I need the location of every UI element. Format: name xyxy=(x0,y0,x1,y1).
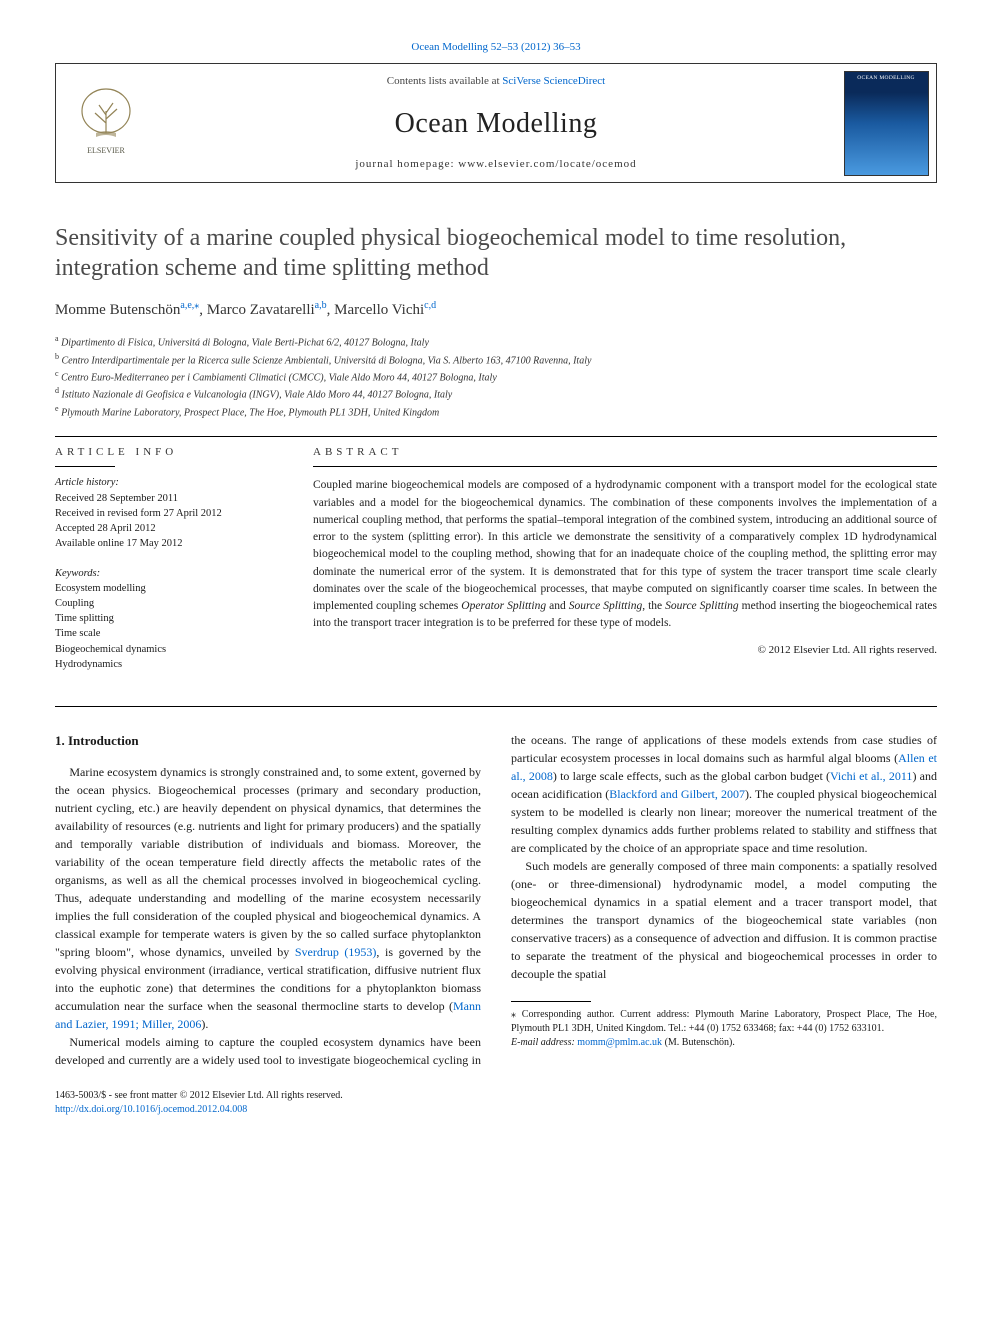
doi-link[interactable]: http://dx.doi.org/10.1016/j.ocemod.2012.… xyxy=(55,1104,247,1115)
citation-line: Ocean Modelling 52–53 (2012) 36–53 xyxy=(55,40,937,55)
abstract-em2: Source Splitting xyxy=(569,600,643,612)
email-label: E-mail address: xyxy=(511,1037,577,1048)
p1d: ). xyxy=(201,1017,208,1031)
email-suffix: (M. Butenschön). xyxy=(662,1037,735,1048)
issn-line: 1463-5003/$ - see front matter © 2012 El… xyxy=(55,1089,937,1103)
footnotes: ⁎ Corresponding author. Current address:… xyxy=(511,1001,937,1050)
history-accepted: Accepted 28 April 2012 xyxy=(55,521,283,536)
ref-vichi-2011[interactable]: Vichi et al., 2011 xyxy=(830,769,912,783)
abstract-label: abstract xyxy=(313,445,937,460)
email-line: E-mail address: momm@pmlm.ac.uk (M. Bute… xyxy=(511,1036,937,1050)
article-history: Article history: Received 28 September 2… xyxy=(55,475,283,551)
history-heading: Article history: xyxy=(55,475,283,490)
footnote-rule xyxy=(511,1001,591,1002)
section-1-heading: 1. Introduction xyxy=(55,731,481,751)
keywords-block: Keywords: Ecosystem modelling Coupling T… xyxy=(55,566,283,673)
keyword-2: Time splitting xyxy=(55,611,283,626)
author-3-aff: c,d xyxy=(424,300,436,311)
affiliation-e: e Plymouth Marine Laboratory, Prospect P… xyxy=(55,403,937,420)
corresponding-author-note: ⁎ Corresponding author. Current address:… xyxy=(511,1008,937,1036)
sciencedirect-link[interactable]: SciVerse ScienceDirect xyxy=(502,75,605,87)
ref-blackford-gilbert-2007[interactable]: Blackford and Gilbert, 2007 xyxy=(609,787,745,801)
keyword-1: Coupling xyxy=(55,596,283,611)
affiliation-c: c Centro Euro-Mediterraneo per i Cambiam… xyxy=(55,368,937,385)
p1a: Marine ecosystem dynamics is strongly co… xyxy=(55,765,481,959)
article-title: Sensitivity of a marine coupled physical… xyxy=(55,223,937,283)
author-sep-1: , xyxy=(199,302,207,318)
rule-below-abstract xyxy=(55,706,937,707)
author-3: Marcello Vichi xyxy=(334,302,424,318)
citation-link[interactable]: Ocean Modelling 52–53 (2012) 36–53 xyxy=(411,41,580,53)
keyword-3: Time scale xyxy=(55,626,283,641)
contents-available-line: Contents lists available at SciVerse Sci… xyxy=(176,74,816,89)
history-received: Received 28 September 2011 xyxy=(55,491,283,506)
abstract-part3: , the xyxy=(642,600,665,612)
history-revised: Received in revised form 27 April 2012 xyxy=(55,506,283,521)
body-p3: Such models are generally composed of th… xyxy=(511,857,937,983)
abstract-part2: and xyxy=(546,600,569,612)
author-2-aff: a,b xyxy=(315,300,327,311)
elsevier-tree-logo: ELSEVIER xyxy=(71,83,141,163)
affiliation-b: b Centro Interdipartimentale per la Rice… xyxy=(55,351,937,368)
journal-cover-thumbnail: OCEAN MODELLING xyxy=(844,71,929,176)
keyword-5: Hydrodynamics xyxy=(55,657,283,672)
abstract-em3: Source Splitting xyxy=(665,600,739,612)
author-2: Marco Zavatarelli xyxy=(207,302,315,318)
header-center: Contents lists available at SciVerse Sci… xyxy=(156,64,836,182)
p2b: ) to large scale effects, such as the gl… xyxy=(553,769,830,783)
author-1: Momme Butenschön xyxy=(55,302,180,318)
affiliation-a: a Dipartimento di Fisica, Universitá di … xyxy=(55,333,937,350)
author-sep-2: , xyxy=(327,302,335,318)
svg-text:ELSEVIER: ELSEVIER xyxy=(87,146,125,155)
page-footer: 1463-5003/$ - see front matter © 2012 El… xyxy=(55,1089,937,1117)
history-online: Available online 17 May 2012 xyxy=(55,536,283,551)
journal-header: ELSEVIER Contents lists available at Sci… xyxy=(55,63,937,183)
abstract-copyright: © 2012 Elsevier Ltd. All rights reserved… xyxy=(313,643,937,658)
homepage-line: journal homepage: www.elsevier.com/locat… xyxy=(176,157,816,172)
journal-name: Ocean Modelling xyxy=(176,104,816,143)
info-abstract-row: article info Article history: Received 2… xyxy=(55,445,937,686)
abstract-rule xyxy=(313,466,937,467)
contents-prefix: Contents lists available at xyxy=(387,75,502,87)
article-info-label: article info xyxy=(55,445,283,460)
homepage-prefix: journal homepage: xyxy=(355,158,458,170)
keyword-0: Ecosystem modelling xyxy=(55,581,283,596)
authors-line: Momme Butenschöna,e,⁎, Marco Zavatarelli… xyxy=(55,299,937,321)
author-email-link[interactable]: momm@pmlm.ac.uk xyxy=(577,1037,662,1048)
article-info-column: article info Article history: Received 2… xyxy=(55,445,283,686)
abstract-text: Coupled marine biogeochemical models are… xyxy=(313,477,937,632)
keywords-heading: Keywords: xyxy=(55,566,283,581)
affiliations: a Dipartimento di Fisica, Universitá di … xyxy=(55,333,937,420)
abstract-part1: Coupled marine biogeochemical models are… xyxy=(313,479,937,612)
abstract-column: abstract Coupled marine biogeochemical m… xyxy=(313,445,937,686)
ref-sverdrup-1953[interactable]: Sverdrup (1953) xyxy=(295,945,377,959)
keyword-4: Biogeochemical dynamics xyxy=(55,642,283,657)
body-two-column: 1. Introduction Marine ecosystem dynamic… xyxy=(55,731,937,1069)
abstract-em1: Operator Splitting xyxy=(461,600,546,612)
cover-thumb-cell: OCEAN MODELLING xyxy=(836,64,936,182)
corr-text: Corresponding author. Current address: P… xyxy=(511,1009,937,1034)
info-rule xyxy=(55,466,115,467)
rule-above-abstract xyxy=(55,436,937,437)
affiliation-d: d Istituto Nazionale di Geofisica e Vulc… xyxy=(55,385,937,402)
homepage-url: www.elsevier.com/locate/ocemod xyxy=(458,158,636,170)
author-1-aff: a,e, xyxy=(180,300,194,311)
publisher-logo-cell: ELSEVIER xyxy=(56,64,156,182)
body-p1: Marine ecosystem dynamics is strongly co… xyxy=(55,763,481,1033)
cover-label: OCEAN MODELLING xyxy=(845,75,928,83)
